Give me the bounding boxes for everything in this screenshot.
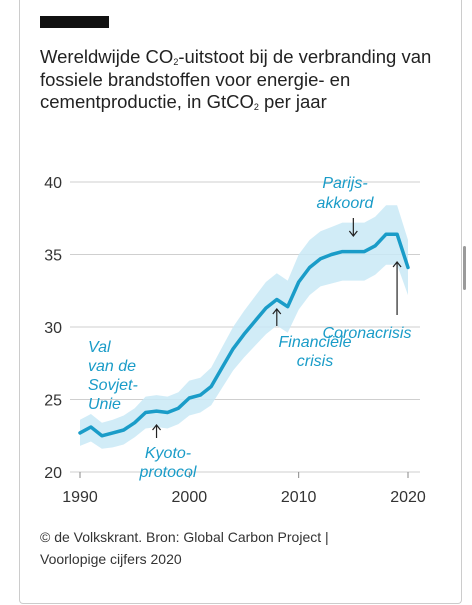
y-tick-label: 40 [44, 175, 62, 192]
annotation-sovjet-unie-line: Sovjet- [88, 377, 138, 394]
annotation-parijs-akkoord-line: akkoord [317, 195, 375, 212]
kyoto-arrow-head [152, 424, 162, 431]
annotation-sovjet-unie-line: van de [88, 358, 136, 375]
co2-line-chart: 20 25 30 35 40 1990 2000 2010 2020 Val van de Sovje… [44, 175, 426, 506]
corona-arrow-head [392, 261, 402, 268]
scrollbar-thumb[interactable] [463, 246, 466, 290]
annotation-sovjet-unie-line: Val [88, 339, 111, 356]
annotation-financiele-crisis-line: crisis [297, 353, 333, 370]
y-tick-label: 20 [44, 465, 62, 482]
annotation-parijs-akkoord-line: Parijs- [322, 175, 367, 192]
annotation-kyoto-line: Kyoto- [145, 445, 191, 462]
financial-crisis-arrow-head [272, 308, 282, 315]
x-tick-label: 2000 [172, 489, 208, 506]
annotation-sovjet-unie-line: Unie [88, 396, 121, 413]
source-line-1: © de Volkskrant. Bron: Global Carbon Pro… [40, 529, 329, 545]
annotation-kyoto-line: protocol [139, 464, 197, 481]
source-credit: © de Volkskrant. Bron: Global Carbon Pro… [40, 526, 440, 570]
chart-title: Wereldwijde CO2-uitstoot bij de verbrand… [40, 46, 432, 112]
section-accent-bar [40, 16, 109, 28]
x-tick-label: 1990 [62, 489, 98, 506]
x-tick-label: 2010 [281, 489, 317, 506]
y-tick-label: 30 [44, 320, 62, 337]
chart-card [19, 0, 462, 604]
uncertainty-band [80, 205, 408, 449]
source-line-2: Voorlopige cijfers 2020 [40, 551, 182, 567]
paris-arrow-head [348, 230, 358, 237]
annotation-coronacrisis-line: Coronacrisis [323, 325, 412, 342]
y-tick-label: 35 [44, 248, 62, 265]
annotation-financiele-crisis-line: Financiële [279, 334, 352, 351]
x-tick-label: 2020 [390, 489, 426, 506]
y-tick-label: 25 [44, 393, 62, 410]
